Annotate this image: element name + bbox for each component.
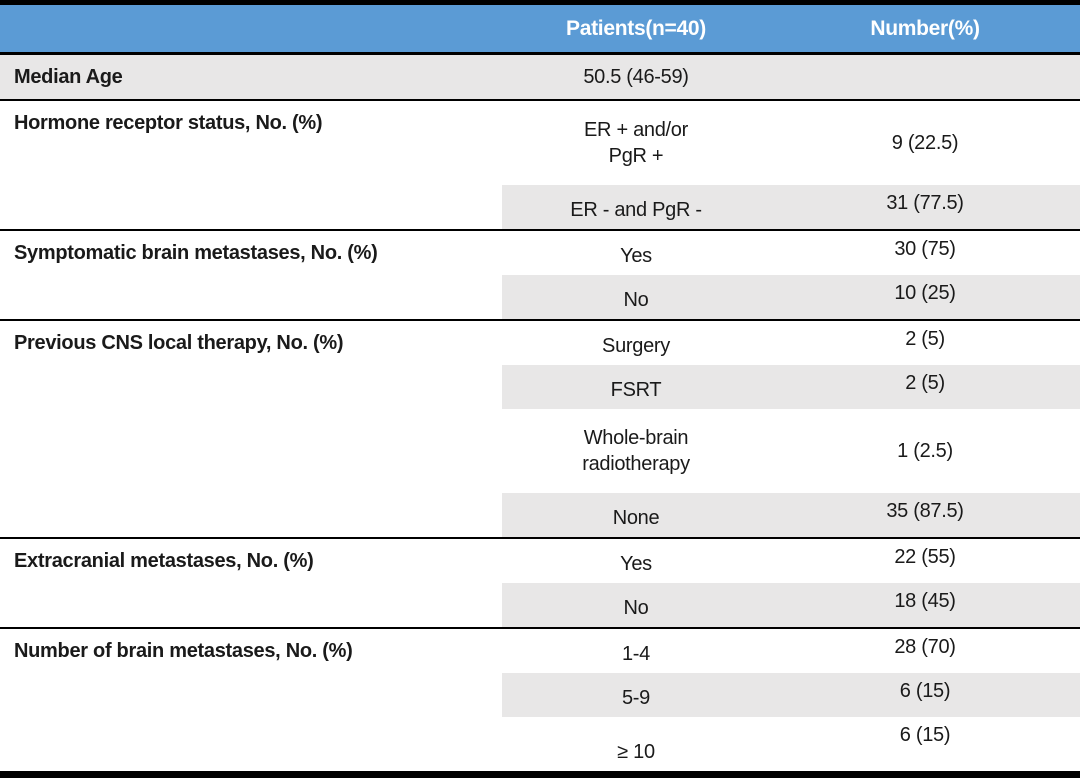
- category-line: No: [623, 289, 649, 311]
- section-divider-rule: [0, 99, 1080, 101]
- header-empty-cell: [0, 5, 502, 52]
- table-section: Number of brain metastases, No. (%) 1-4 28…: [0, 629, 1080, 771]
- table-row: ER + and/or PgR + 9 (22.5): [502, 101, 1080, 185]
- category-line: 50.5 (46-59): [583, 66, 689, 88]
- category-line: Yes: [620, 553, 652, 575]
- category-line: ≥ 10: [617, 741, 655, 763]
- category-cell: ER - and PgR -: [502, 185, 770, 229]
- section-rows: Surgery 2 (5) FSRT 2 (5) Whole-brain radiothe…: [502, 321, 1080, 537]
- category-line: PgR +: [608, 145, 664, 167]
- table-row: 5-9 6 (15): [502, 673, 1080, 717]
- category-line: ER + and/or: [584, 119, 688, 141]
- category-cell: Surgery: [502, 321, 770, 365]
- section-label: Number of brain metastases, No. (%): [14, 640, 353, 662]
- category-line: ER - and PgR -: [570, 199, 702, 221]
- value-cell: [770, 55, 1080, 99]
- value-cell: 6 (15): [899, 724, 951, 746]
- header-patients-cell: Patients(n=40): [566, 16, 706, 40]
- header-number-cell: Number(%): [870, 16, 980, 40]
- category-cell: ≥ 10: [502, 717, 770, 771]
- section-label: Hormone receptor status, No. (%): [14, 112, 323, 134]
- value-cell: 22 (55): [894, 546, 956, 568]
- table-section: Hormone receptor status, No. (%) ER + and…: [0, 101, 1080, 229]
- table-row: No 10 (25): [502, 275, 1080, 319]
- value-cell: 35 (87.5): [886, 500, 964, 522]
- table-section: Symptomatic brain metastases, No. (%) Yes…: [0, 231, 1080, 319]
- category-cell: Whole-brain radiotherapy: [502, 409, 770, 493]
- section-divider-rule: [0, 537, 1080, 539]
- top-border-rule: [0, 0, 1080, 5]
- category-cell: Yes: [502, 231, 770, 275]
- value-cell: 2 (5): [905, 372, 945, 394]
- table-body: Median Age 50.5 (46-59) Hormone receptor s…: [0, 55, 1080, 771]
- header-bottom-rule: [0, 52, 1080, 55]
- table-section: Previous CNS local therapy, No. (%) Surge…: [0, 321, 1080, 537]
- value-cell: 18 (45): [894, 590, 956, 612]
- section-rows: Yes 30 (75) No 10 (25): [502, 231, 1080, 319]
- value-cell: 31 (77.5): [886, 192, 964, 214]
- category-cell: 50.5 (46-59): [502, 55, 770, 99]
- section-label: Symptomatic brain metastases, No. (%): [14, 242, 378, 264]
- bottom-border-rule: [0, 771, 1080, 778]
- section-divider-rule: [0, 627, 1080, 629]
- table-section: Median Age 50.5 (46-59): [0, 55, 1080, 99]
- category-line: Surgery: [602, 335, 670, 357]
- value-cell: 28 (70): [894, 636, 956, 658]
- category-cell: 5-9: [502, 673, 770, 717]
- category-line: radiotherapy: [582, 453, 690, 475]
- table-row: ER - and PgR - 31 (77.5): [502, 185, 1080, 229]
- category-cell: None: [502, 493, 770, 537]
- section-rows: 50.5 (46-59): [502, 55, 1080, 99]
- value-cell: 30 (75): [894, 238, 956, 260]
- table-header-row: Patients(n=40) Number(%): [0, 5, 1080, 52]
- category-line: Whole-brain: [583, 427, 689, 449]
- table-row: Yes 30 (75): [502, 231, 1080, 275]
- table-row: FSRT 2 (5): [502, 365, 1080, 409]
- table-row: Surgery 2 (5): [502, 321, 1080, 365]
- section-label: Extracranial metastases, No. (%): [14, 550, 314, 572]
- category-line: None: [612, 507, 660, 529]
- section-divider-rule: [0, 229, 1080, 231]
- category-line: 5-9: [621, 687, 650, 709]
- category-cell: Yes: [502, 539, 770, 583]
- category-line: No: [623, 597, 649, 619]
- category-cell: No: [502, 275, 770, 319]
- table-row: No 18 (45): [502, 583, 1080, 627]
- table-row: ≥ 10 6 (15): [502, 717, 1080, 771]
- category-line: Yes: [620, 245, 652, 267]
- category-cell: ER + and/or PgR +: [502, 101, 770, 185]
- section-rows: Yes 22 (55) No 18 (45): [502, 539, 1080, 627]
- value-cell: 1 (2.5): [897, 439, 953, 462]
- section-label: Median Age: [14, 65, 123, 88]
- section-divider-rule: [0, 319, 1080, 321]
- category-line: FSRT: [610, 379, 662, 401]
- value-cell: 10 (25): [894, 282, 956, 304]
- category-cell: 1-4: [502, 629, 770, 673]
- category-line: 1-4: [621, 643, 650, 665]
- table-row: 1-4 28 (70): [502, 629, 1080, 673]
- section-rows: ER + and/or PgR + 9 (22.5) ER - and PgR - 31…: [502, 101, 1080, 229]
- category-cell: FSRT: [502, 365, 770, 409]
- section-rows: 1-4 28 (70) 5-9 6 (15) ≥ 10 6 (15): [502, 629, 1080, 771]
- category-cell: No: [502, 583, 770, 627]
- table-section: Extracranial metastases, No. (%) Yes 22 (5…: [0, 539, 1080, 627]
- value-cell: 9 (22.5): [891, 131, 959, 154]
- table-row: Yes 22 (55): [502, 539, 1080, 583]
- table-row: None 35 (87.5): [502, 493, 1080, 537]
- value-cell: 2 (5): [905, 328, 945, 350]
- section-label: Previous CNS local therapy, No. (%): [14, 332, 344, 354]
- value-cell: 6 (15): [899, 680, 951, 702]
- table-row: Whole-brain radiotherapy 1 (2.5): [502, 409, 1080, 493]
- table-row: 50.5 (46-59): [502, 55, 1080, 99]
